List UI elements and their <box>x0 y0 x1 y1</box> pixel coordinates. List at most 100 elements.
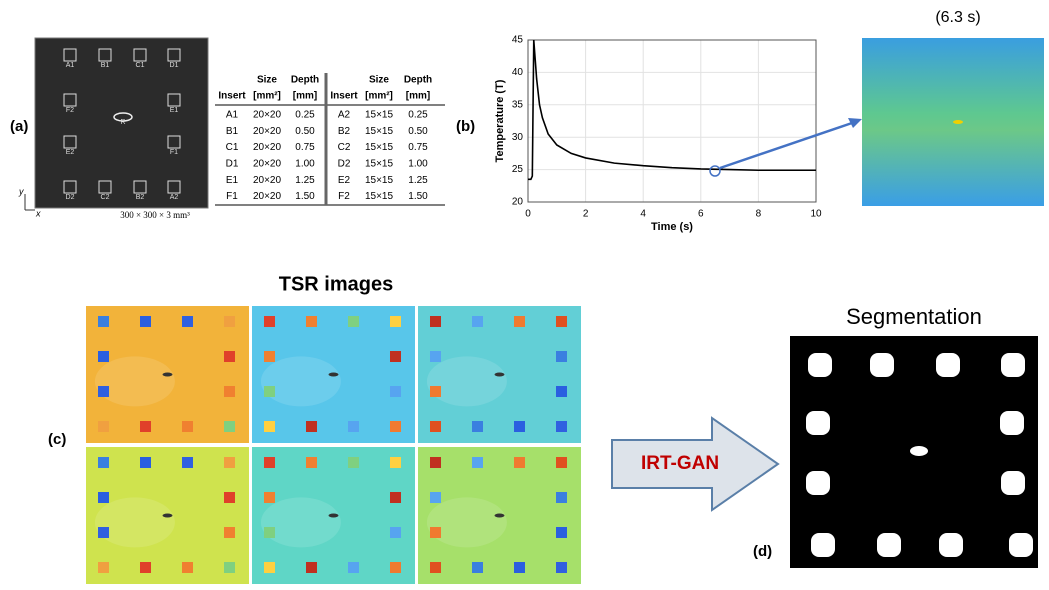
arrow-head <box>848 118 862 128</box>
table-cell: D1 <box>226 159 239 170</box>
panel-label: (a) <box>10 118 28 135</box>
insert-square <box>140 316 151 327</box>
hot-region <box>260 356 341 407</box>
plate-label: R <box>120 119 125 126</box>
insert-square <box>98 562 109 573</box>
marker <box>709 165 721 177</box>
table-cell: C1 <box>226 142 239 153</box>
tsr-images <box>86 306 581 584</box>
axis-label: y <box>18 186 24 196</box>
x-tick-label: 2 <box>583 209 589 220</box>
table-header: Size <box>257 75 277 86</box>
table-header: [mm] <box>406 91 430 102</box>
insert <box>98 180 112 194</box>
insert <box>63 48 77 62</box>
hot-region <box>260 497 341 548</box>
plate-label: E1 <box>170 107 179 114</box>
y-tick-label: 25 <box>512 164 524 175</box>
insert-square <box>556 527 567 538</box>
y-tick-label: 45 <box>512 35 524 46</box>
insert-square <box>430 457 441 468</box>
table-header: Insert <box>218 91 246 102</box>
plate-label: B1 <box>101 62 110 69</box>
table-header: [mm] <box>293 91 317 102</box>
plate-label: D1 <box>170 62 179 69</box>
x-axis-label: Time (s) <box>651 221 693 233</box>
insert-square <box>264 351 275 362</box>
insert-square <box>98 316 109 327</box>
blob <box>936 353 960 377</box>
insert-square <box>348 421 359 432</box>
insert-square <box>224 316 235 327</box>
insert-square <box>390 386 401 397</box>
plate-label: D2 <box>66 194 75 201</box>
y-axis-label: Temperature (T) <box>494 79 506 162</box>
plot-frame <box>527 39 817 203</box>
insert-square <box>140 421 151 432</box>
segmentation-blobs <box>806 353 1033 557</box>
plate-label: E2 <box>66 149 75 156</box>
x-tick-label: 10 <box>810 209 822 220</box>
insert-square <box>182 562 193 573</box>
table-cell: 1.25 <box>295 175 315 186</box>
gan-label: IRT-GAN <box>641 453 719 474</box>
plate-label: C1 <box>136 62 145 69</box>
blob <box>910 446 928 456</box>
insert-square <box>224 492 235 503</box>
table-cell: 20×20 <box>253 110 282 121</box>
defect <box>494 372 505 377</box>
insert-square <box>514 421 525 432</box>
insert-square <box>430 351 441 362</box>
insert-square <box>98 351 109 362</box>
defect <box>328 372 339 377</box>
table-cell: 15×15 <box>365 126 394 137</box>
insert-square <box>264 421 275 432</box>
table-cell: 15×15 <box>365 110 394 121</box>
y-tick-label: 40 <box>512 67 524 78</box>
panel-label: (c) <box>48 431 66 448</box>
plate-label: F1 <box>170 149 178 156</box>
insert-square <box>556 562 567 573</box>
table-header: Size <box>369 75 389 86</box>
insert-square <box>224 351 235 362</box>
insert-square <box>140 457 151 468</box>
table-cell: 0.75 <box>295 142 315 153</box>
y-tick-label: 35 <box>512 99 524 110</box>
insert <box>133 48 147 62</box>
defect <box>328 513 339 518</box>
table-cell: 1.00 <box>295 159 315 170</box>
insert-square <box>514 316 525 327</box>
gan-arrow <box>611 416 780 512</box>
insert-square <box>430 527 441 538</box>
insert-square <box>556 386 567 397</box>
insert-square <box>430 562 441 573</box>
insert-square <box>264 386 275 397</box>
insert-square <box>224 457 235 468</box>
plot: 0 2 4 6 8 10 20 25 30 35 40 45 Time (s) Temperature (… <box>494 35 822 233</box>
table-cell: 20×20 <box>253 142 282 153</box>
plate-size: 300 × 300 × 3 mm³ <box>120 210 190 220</box>
insert-square <box>556 316 567 327</box>
insert-square <box>390 421 401 432</box>
axis-label: x <box>35 208 41 218</box>
plate-label: A1 <box>66 62 75 69</box>
plate-label: B2 <box>136 194 145 201</box>
insert-square <box>430 421 441 432</box>
table-cell: D2 <box>338 159 351 170</box>
insert-square <box>556 351 567 362</box>
table-cell: 15×15 <box>365 142 394 153</box>
table-header: Insert <box>330 91 358 102</box>
insert-square <box>390 492 401 503</box>
plate-label: F2 <box>66 107 74 114</box>
y-tick-label: 30 <box>512 132 524 143</box>
insert-square <box>306 316 317 327</box>
insert-square <box>390 316 401 327</box>
y-tick-label: 20 <box>512 197 524 208</box>
panel-label: (b) <box>456 118 475 135</box>
defect <box>162 372 173 377</box>
insert-square <box>390 351 401 362</box>
table-cell: B1 <box>226 126 239 137</box>
insert-square <box>98 492 109 503</box>
insert-square <box>556 492 567 503</box>
